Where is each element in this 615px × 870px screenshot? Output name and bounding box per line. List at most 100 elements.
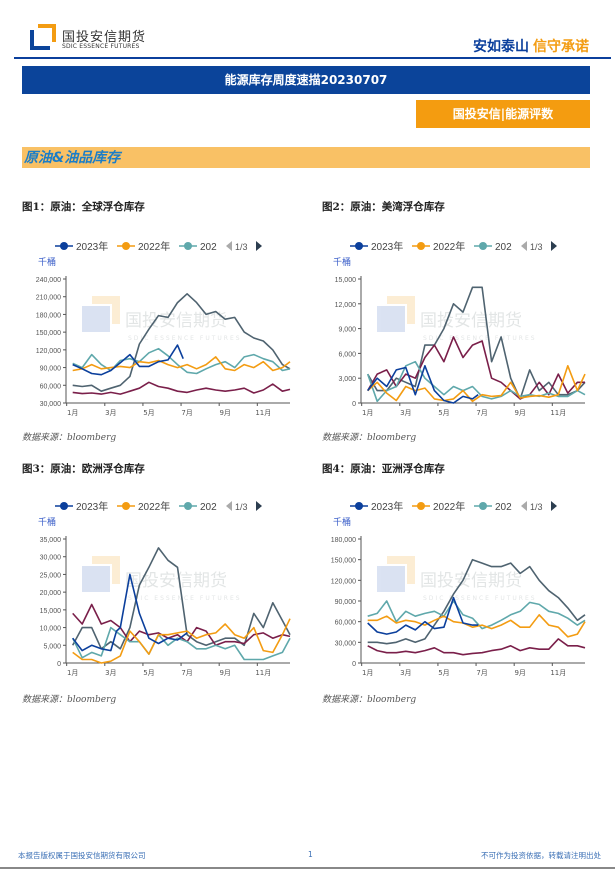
footer-copyright: 本报告版权属于国投安信期货有限公司 [18,851,146,860]
legend-next-icon[interactable] [256,241,262,251]
legend-pager: 1/3 [235,502,248,512]
y-tick-label: 30,000 [40,401,62,408]
legend-item[interactable]: 2023年 [350,240,403,253]
legend-label: 2023年 [371,240,403,253]
footer-disclaimer: 不可作为投资依据，转载请注明出处 [481,851,601,860]
legend-marker [60,242,68,250]
series-line-202 [367,600,586,630]
legend-item[interactable]: 2022年 [412,240,465,253]
y-tick-label: 30,000 [335,640,357,647]
series-line-hidden-0 [367,558,586,645]
legend-pager: 1/3 [530,502,543,512]
y-tick-label: 3,000 [338,376,356,383]
chart-legend: 2023年 2022年 202 1/3 [55,240,262,253]
legend-item[interactable]: 2023年 [350,500,403,513]
legend-item[interactable]: 2023年 [55,240,108,253]
watermark: 国投安信期货 SDIC ESSENCE FUTURES [377,556,537,602]
legend-prev-icon[interactable] [226,241,232,251]
legend-item[interactable]: 202 [179,242,217,253]
legend-marker [355,502,363,510]
legend-item[interactable]: 2022年 [117,500,170,513]
series-line-2023 [72,573,188,652]
chart-legend: 2023年 2022年 202 1/3 [350,240,557,253]
watermark-logo [387,556,415,584]
chart-2-source: 数据来源：bloomberg [322,433,417,443]
legend-prev-icon[interactable] [521,501,527,511]
series-line-hidden-0 [72,292,291,392]
x-tick-label: 3月 [105,669,116,677]
x-tick-label: 1月 [67,409,78,417]
legend-next-icon[interactable] [551,241,557,251]
legend-next-icon[interactable] [551,501,557,511]
watermark-text: 国投安信期货 [125,311,227,331]
legend-label: 202 [495,502,512,513]
y-tick-label: 5,000 [43,643,61,650]
watermark-text: 国投安信期货 [125,571,227,591]
y-tick-label: 6,000 [338,351,356,358]
header-divider [14,57,611,59]
y-tick-label: 180,000 [36,312,61,319]
legend-marker [355,242,363,250]
watermark: 国投安信期货 SDIC ESSENCE FUTURES [377,296,535,342]
y-tick-label: 25,000 [40,572,62,579]
watermark-logo [387,296,415,324]
chart-3-title: 图3：原油：欧洲浮仓库存 [22,463,145,475]
watermark-logo [82,566,110,592]
watermark-subtext: SDIC ESSENCE FUTURES [423,595,537,602]
legend-prev-icon[interactable] [226,501,232,511]
legend-label: 2022年 [433,500,465,513]
y-axis-unit: 千桶 [38,516,56,528]
chart-2-title: 图2：原油：美湾浮仓库存 [322,201,445,213]
y-tick-label: 150,000 [36,330,61,337]
legend-marker [479,242,487,250]
legend-label: 2023年 [76,240,108,253]
legend-marker [60,502,68,510]
x-tick-label: 11月 [255,669,271,677]
y-tick-label: 12,000 [335,302,357,309]
watermark-logo [82,306,110,332]
series-line-hidden-1 [72,381,291,395]
legend-item[interactable]: 2022年 [117,240,170,253]
legend-label: 2023年 [371,500,403,513]
legend-marker [417,502,425,510]
watermark: 国投安信期货 SDIC ESSENCE FUTURES [82,296,240,342]
legend-item[interactable]: 2022年 [412,500,465,513]
series-line-2023 [367,365,479,404]
series-line-202 [366,360,586,403]
series-line-2023 [367,596,479,635]
y-tick-label: 210,000 [36,295,61,302]
legend-item[interactable]: 202 [474,502,512,513]
chart-legend: 2023年 2022年 202 1/3 [350,500,557,513]
y-axis-unit: 千桶 [333,516,351,528]
section-title: 原油&油品库存 [24,150,121,166]
legend-item[interactable]: 202 [179,502,217,513]
y-tick-label: 180,000 [331,537,356,544]
y-tick-label: 90,000 [40,366,62,373]
y-tick-label: 60,000 [335,620,357,627]
series-line-202 [72,347,291,375]
y-tick-label: 35,000 [40,537,62,544]
legend-marker [122,242,130,250]
legend-item[interactable]: 2023年 [55,500,108,513]
legend-marker [184,242,192,250]
y-tick-label: 15,000 [335,277,357,284]
x-tick-label: 3月 [400,409,411,417]
x-tick-label: 3月 [105,409,116,417]
legend-item[interactable]: 202 [474,242,512,253]
legend-prev-icon[interactable] [521,241,527,251]
series-line-hidden-0 [367,286,586,400]
x-tick-label: 1月 [362,669,373,677]
series-line-2023 [72,344,184,376]
legend-label: 2022年 [138,240,170,253]
watermark-text: 国投安信期货 [420,311,522,331]
chart-4-title: 图4：原油：亚洲浮仓库存 [322,463,445,475]
legend-pager: 1/3 [530,242,543,252]
x-tick-label: 11月 [550,669,566,677]
y-tick-label: 90,000 [335,599,357,606]
chart-1-source: 数据来源：bloomberg [22,433,117,443]
legend-next-icon[interactable] [256,501,262,511]
watermark-text: 国投安信期货 [420,571,522,591]
